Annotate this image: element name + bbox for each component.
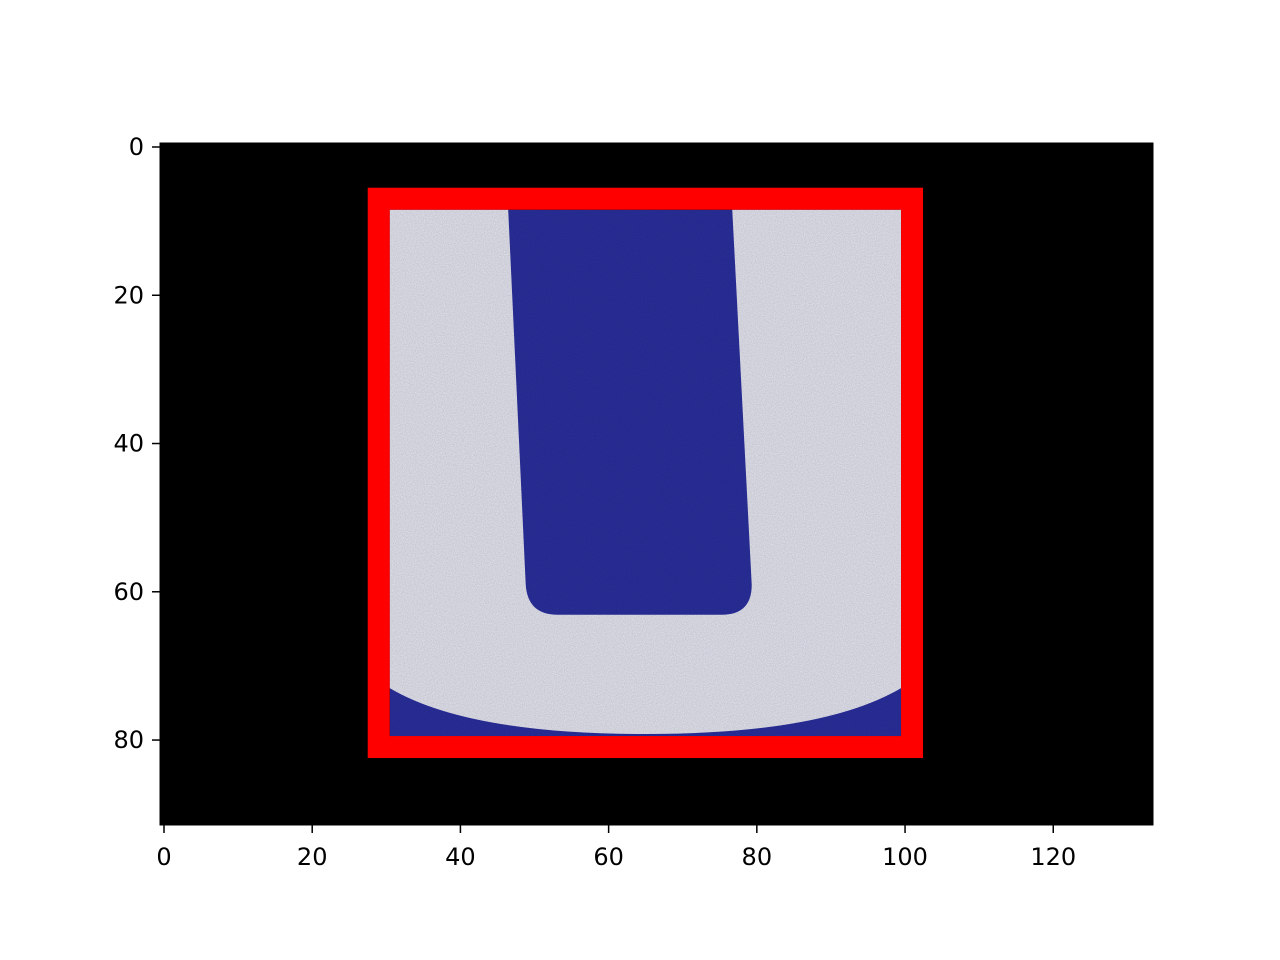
y-tick-label: 0 <box>129 133 144 161</box>
y-tick-label: 60 <box>113 578 144 606</box>
x-tick-label: 120 <box>1030 843 1076 871</box>
image-crop <box>389 209 902 737</box>
image-grain <box>389 209 902 737</box>
x-axis: 0 20 40 60 80 100 120 <box>156 825 1076 871</box>
x-tick-label: 60 <box>593 843 624 871</box>
x-tick-label: 40 <box>445 843 476 871</box>
axes-frame <box>159 142 1154 826</box>
x-tick-label: 20 <box>297 843 328 871</box>
y-tick-label: 20 <box>113 281 144 309</box>
x-tick-label: 100 <box>882 843 928 871</box>
y-axis: 0 20 40 60 80 <box>113 133 160 754</box>
x-tick-label: 0 <box>156 843 171 871</box>
y-tick-label: 40 <box>113 430 144 458</box>
bounding-box <box>367 187 924 759</box>
x-tick-label: 80 <box>742 843 773 871</box>
y-tick-label: 80 <box>113 726 144 754</box>
